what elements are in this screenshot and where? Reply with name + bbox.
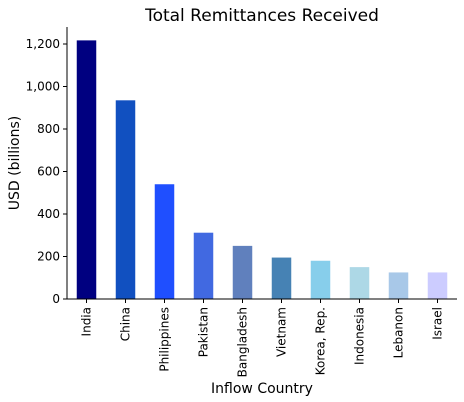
x-axis-label: Inflow Country: [211, 381, 313, 397]
bar-vietnam: [271, 257, 292, 299]
x-tick-label: Bangladesh: [236, 307, 250, 377]
x-tick-label: Vietnam: [275, 307, 289, 357]
bar-israel: [427, 272, 448, 299]
y-tick-label: 1,200: [26, 37, 60, 51]
x-tick-label: China: [119, 307, 133, 341]
bar-bangladesh: [232, 245, 253, 299]
x-tick-label: Indonesia: [353, 307, 367, 365]
y-tick-label: 200: [37, 250, 60, 264]
bar-india: [76, 40, 97, 299]
bar-pakistan: [193, 232, 214, 299]
y-tick-label: 400: [37, 207, 60, 221]
x-tick-label: Israel: [431, 307, 445, 340]
bar-china: [115, 100, 136, 299]
y-tick-label: 1,000: [26, 80, 60, 94]
bar-korea-rep: [310, 260, 331, 299]
x-tick-label: Pakistan: [197, 307, 211, 357]
y-tick-label: 0: [52, 292, 60, 306]
chart-title: Total Remittances Received: [144, 6, 379, 26]
x-tick-label: Korea, Rep.: [314, 307, 328, 375]
y-axis-label: USD (billions): [7, 116, 23, 210]
x-tick-label: Lebanon: [392, 307, 406, 358]
bar-lebanon: [388, 272, 409, 299]
x-tick-label: India: [80, 307, 94, 336]
y-tick-label: 600: [37, 165, 60, 179]
bar-philippines: [154, 184, 175, 299]
x-axis: India China Philippines Pakistan Bangladesh V…: [67, 298, 457, 377]
y-axis: 0 200 400 600 800 1,000 1,200: [26, 27, 68, 306]
y-tick-label: 800: [37, 122, 60, 136]
x-tick-label: Philippines: [158, 307, 172, 372]
bar-indonesia: [349, 267, 370, 299]
bars-group: [76, 40, 448, 299]
